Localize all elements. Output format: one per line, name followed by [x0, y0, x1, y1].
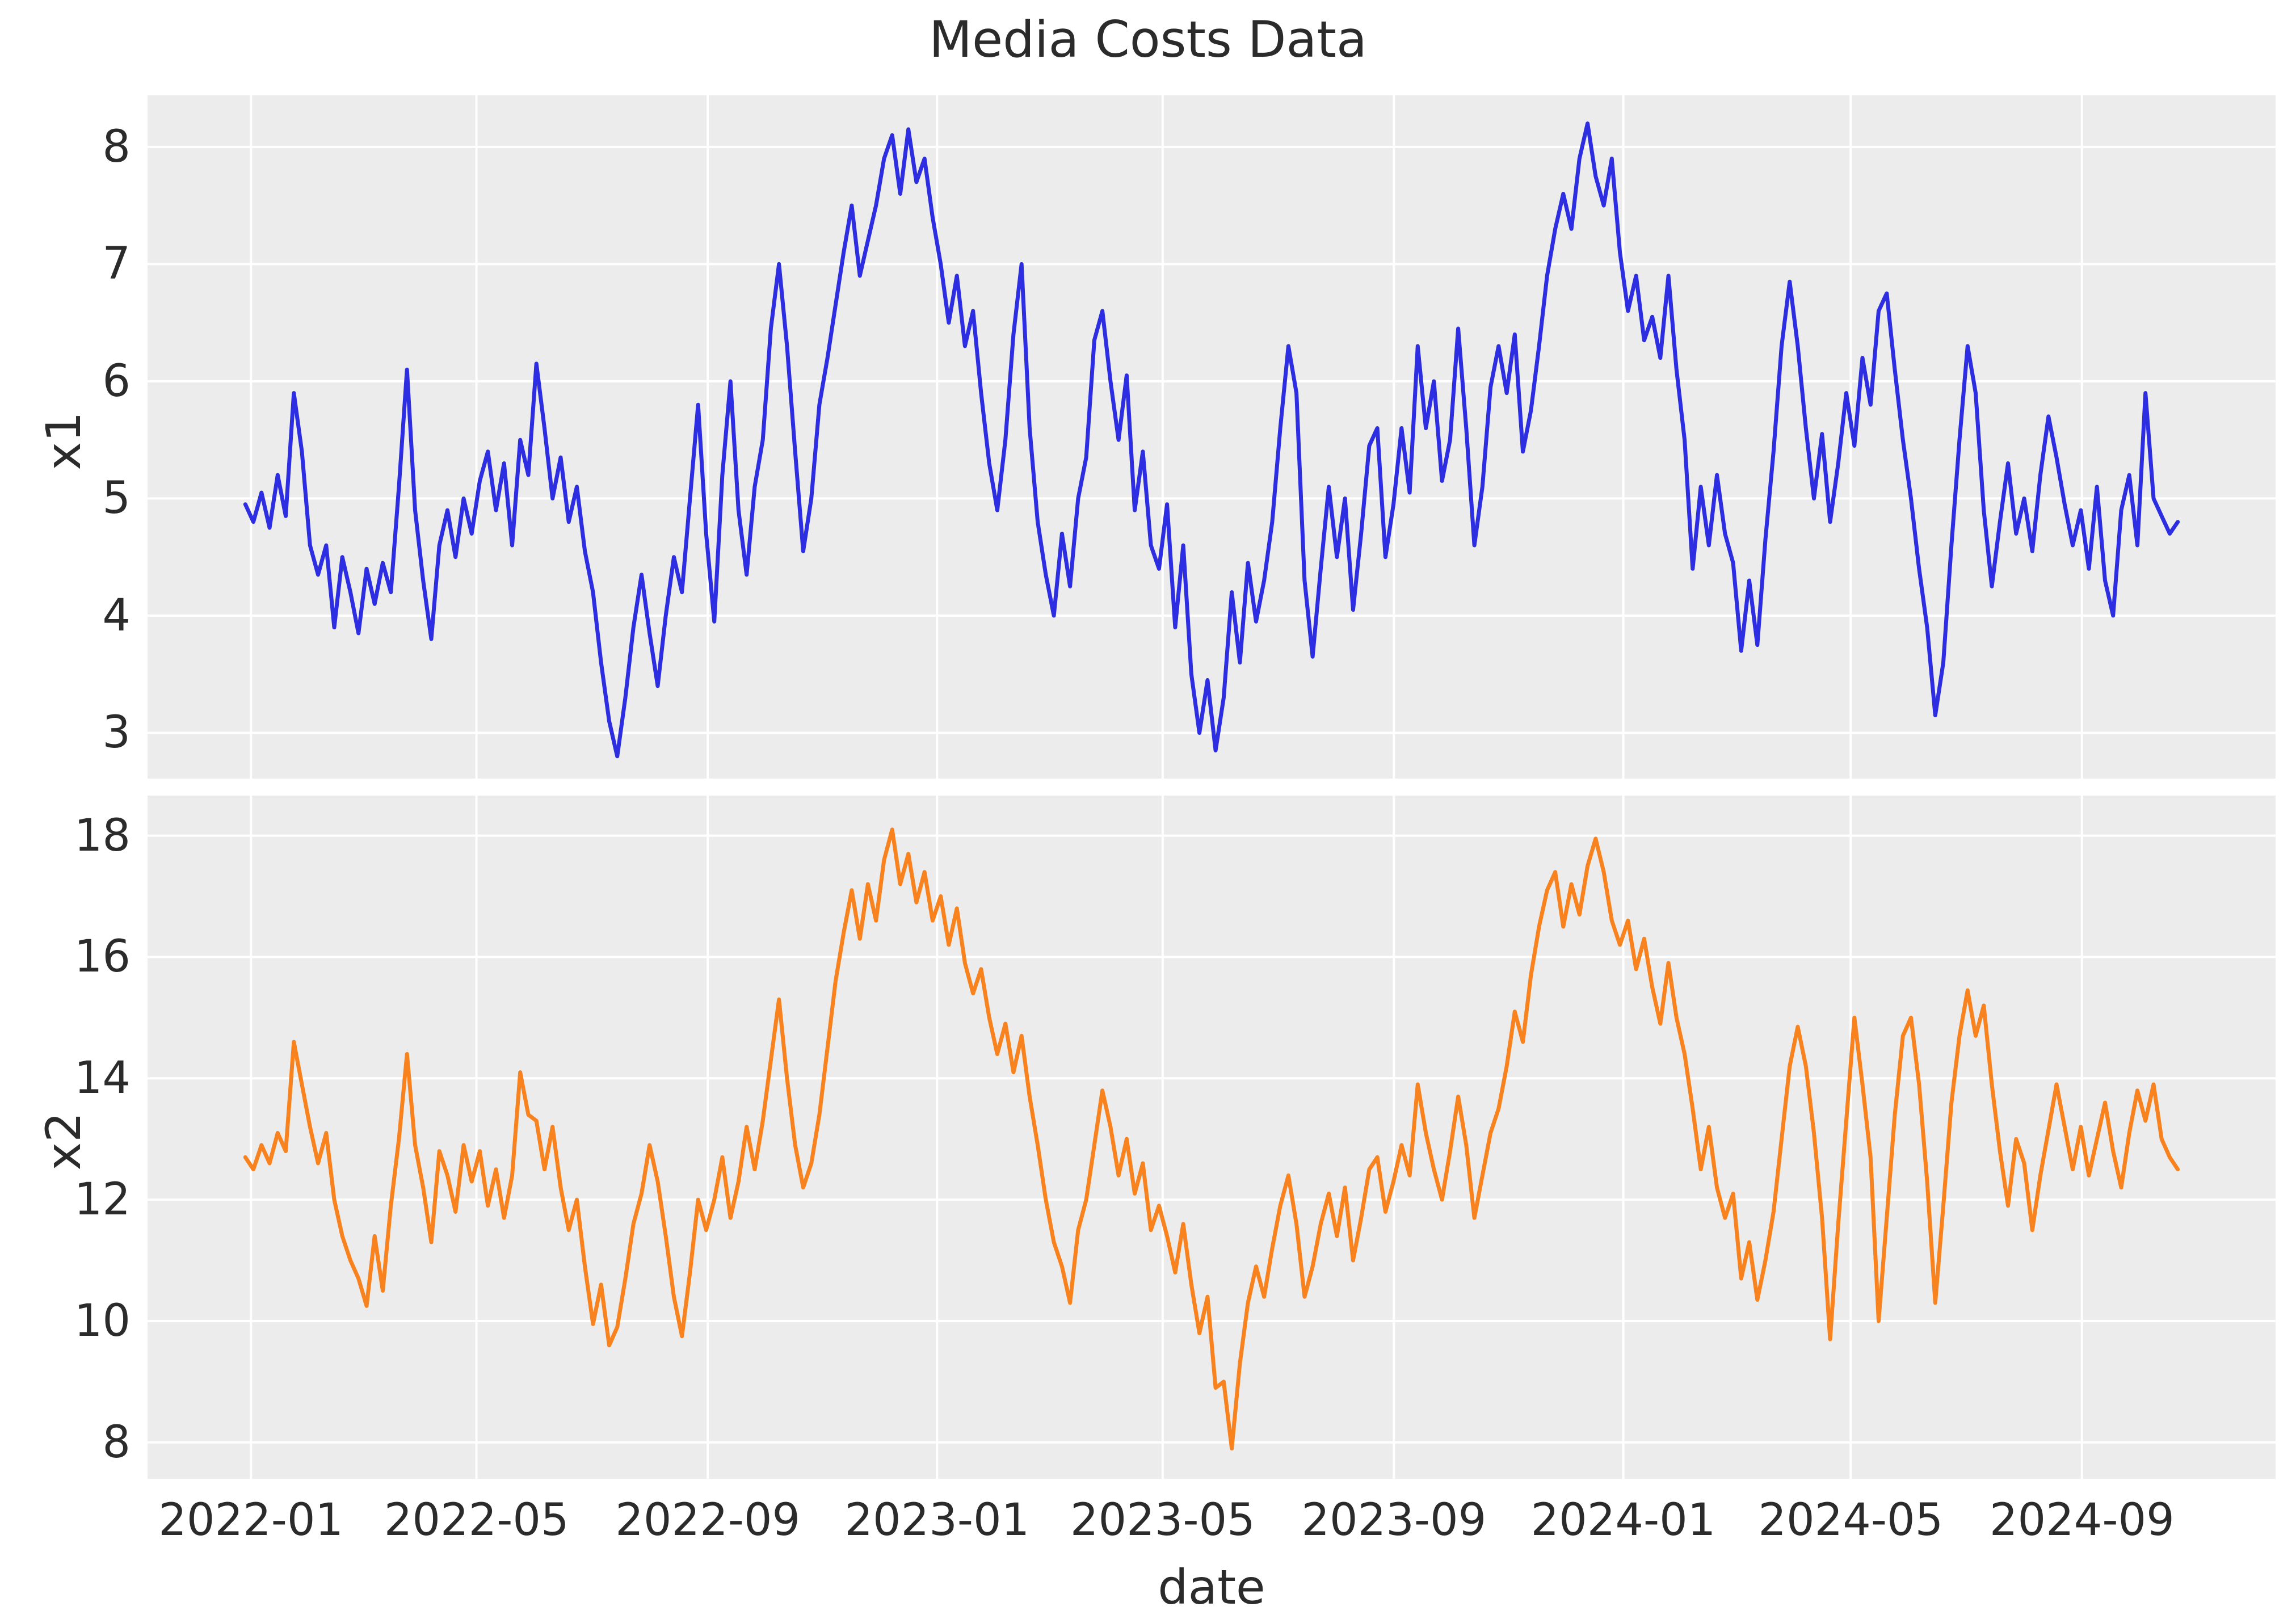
- x-tick-label-2022-05: 2022-05: [384, 1495, 569, 1546]
- x-tick-label-2022-09: 2022-09: [615, 1495, 801, 1546]
- y-tick-label-x1-7: 7: [102, 238, 131, 290]
- x2-series-line: [243, 827, 2180, 1450]
- x1-series-line: [243, 121, 2180, 759]
- y-tick-label-x1-3: 3: [102, 707, 131, 759]
- y-tick-label-x2-14: 14: [74, 1053, 131, 1104]
- y-tick-label-x2-10: 10: [74, 1295, 131, 1347]
- y-tick-label-x2-18: 18: [74, 810, 131, 861]
- y-tick-label-x1-5: 5: [102, 473, 131, 524]
- y-tick-label-x2-12: 12: [74, 1174, 131, 1226]
- y-axis-label-x2: x2: [36, 1112, 91, 1171]
- y-tick-label-x1-4: 4: [102, 590, 131, 641]
- x-tick-label-2024-01: 2024-01: [1530, 1495, 1716, 1546]
- y-tick-label-x2-16: 16: [74, 931, 131, 983]
- x-tick-label-2023-05: 2023-05: [1070, 1495, 1255, 1546]
- x1-plot-area: [148, 95, 2276, 779]
- x-tick-label-2024-05: 2024-05: [1758, 1495, 1944, 1546]
- y-axis-label-x1: x1: [36, 411, 91, 470]
- chart-title: Media Costs Data: [929, 10, 1367, 69]
- y-tick-label-x1-6: 6: [102, 355, 131, 407]
- y-tick-label-x1-8: 8: [102, 121, 131, 173]
- x-tick-label-2023-01: 2023-01: [844, 1495, 1030, 1546]
- x-tick-label-2024-09: 2024-09: [1989, 1495, 2175, 1546]
- x2-plot-area: [148, 796, 2276, 1479]
- x-axis-label: date: [1158, 1559, 1265, 1615]
- y-tick-label-x2-8: 8: [102, 1416, 131, 1468]
- x-tick-label-2022-01: 2022-01: [158, 1495, 344, 1546]
- x-tick-label-2023-09: 2023-09: [1301, 1495, 1487, 1546]
